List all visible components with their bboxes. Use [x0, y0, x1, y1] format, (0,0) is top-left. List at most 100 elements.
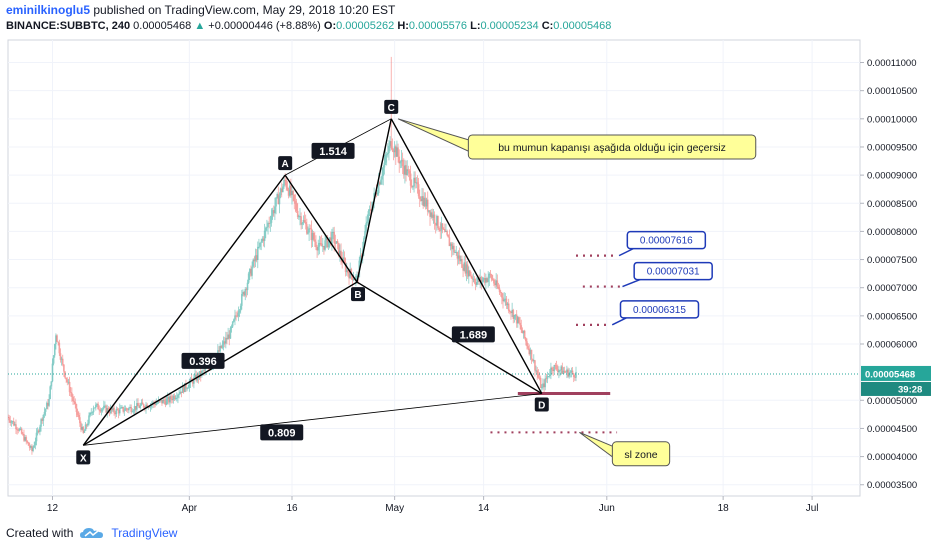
- candle: [44, 408, 47, 417]
- candle-body: [194, 374, 196, 378]
- candle-body: [452, 245, 454, 250]
- candle: [514, 314, 517, 321]
- candle-body: [429, 210, 431, 217]
- candle-body: [19, 428, 22, 430]
- y-axis[interactable]: 0.00011000 0.00010500 0.00010000 0.00009500…: [860, 58, 931, 491]
- candle-body: [554, 365, 557, 366]
- candle-body: [531, 359, 534, 362]
- candle-body: [14, 424, 16, 426]
- candle-body: [574, 376, 576, 378]
- candle-body: [56, 335, 58, 342]
- candle-body: [321, 245, 324, 247]
- candle: [185, 379, 187, 393]
- candle: [161, 399, 163, 406]
- candle-body: [183, 383, 186, 393]
- candle: [108, 406, 111, 417]
- candle: [182, 384, 185, 394]
- candle-body: [387, 153, 389, 155]
- candle-body: [437, 215, 439, 228]
- candle: [36, 427, 39, 436]
- candle-body: [284, 179, 286, 181]
- candle-body: [441, 223, 444, 229]
- plot-area[interactable]: [7, 39, 861, 497]
- candle-body: [538, 377, 541, 379]
- point-badge: [76, 450, 91, 465]
- candle: [260, 238, 263, 251]
- candle: [469, 269, 471, 277]
- candle-body: [425, 199, 428, 207]
- candle-body: [286, 187, 289, 190]
- candle: [120, 405, 122, 409]
- candle: [446, 229, 448, 237]
- candle: [399, 160, 402, 169]
- candle-body: [74, 401, 77, 405]
- candle-body: [262, 238, 265, 241]
- candle-body: [190, 378, 193, 381]
- candle-body: [550, 367, 552, 375]
- candle-body: [383, 162, 386, 168]
- candle-body: [474, 282, 477, 285]
- candle-body: [391, 147, 394, 151]
- candle: [437, 215, 439, 230]
- candle-body: [351, 274, 354, 280]
- candle-body: [455, 251, 458, 253]
- candle: [10, 420, 13, 427]
- candle-body: [17, 429, 20, 431]
- y-tick-label: 0.00007500: [867, 255, 917, 266]
- candle-body: [278, 195, 281, 205]
- candle-body: [416, 182, 419, 185]
- candle-body: [76, 412, 79, 415]
- candle: [57, 341, 59, 346]
- candle: [40, 417, 42, 432]
- candle: [242, 289, 244, 297]
- candle-body: [64, 371, 66, 378]
- candle-body: [304, 222, 307, 225]
- price-chart[interactable]: 0.396 1.514 1.689 0.809 X A B C D 0.00007616 0.000…: [0, 0, 932, 520]
- x-axis[interactable]: 12 Apr 16 May 14 Jun 18 Jul: [47, 496, 819, 514]
- candle: [552, 366, 554, 377]
- candle-body: [365, 223, 367, 232]
- candle: [114, 410, 117, 419]
- candle: [95, 402, 97, 411]
- candle-body: [254, 255, 257, 262]
- candle-body: [292, 191, 294, 195]
- candle: [439, 221, 442, 239]
- candle: [402, 158, 405, 179]
- candle-body: [324, 240, 326, 250]
- author-link[interactable]: eminilkinoglu5: [6, 3, 91, 17]
- candle: [456, 251, 459, 266]
- candle: [570, 367, 573, 378]
- candle-body: [295, 203, 298, 211]
- candle: [101, 407, 104, 413]
- candle: [422, 188, 424, 209]
- candle-body: [238, 310, 241, 313]
- candle-body: [145, 404, 147, 409]
- candle-body: [535, 370, 537, 372]
- candle-body: [161, 399, 163, 404]
- candle: [513, 314, 516, 323]
- candle: [481, 276, 484, 285]
- candle: [31, 444, 33, 455]
- candle-body: [53, 344, 56, 356]
- candle-body: [401, 159, 404, 167]
- candle-body: [326, 236, 329, 248]
- candle: [170, 394, 172, 404]
- candle-body: [41, 419, 44, 421]
- candle-body: [506, 303, 509, 306]
- candle-body: [409, 173, 412, 186]
- candle: [287, 187, 290, 199]
- candle: [310, 220, 313, 248]
- tradingview-link[interactable]: TradingView: [111, 526, 178, 540]
- candle: [137, 398, 139, 407]
- candle-body: [364, 231, 366, 239]
- candle-body: [433, 214, 436, 224]
- candle-body: [12, 421, 15, 426]
- candle: [539, 375, 542, 389]
- chart-header-line1: eminilkinoglu5 published on TradingView.…: [6, 3, 395, 17]
- candle: [28, 442, 31, 451]
- candle: [532, 354, 535, 364]
- candle: [529, 347, 532, 361]
- candle-body: [79, 417, 81, 424]
- candle-body: [420, 199, 422, 202]
- candle-body: [481, 279, 484, 282]
